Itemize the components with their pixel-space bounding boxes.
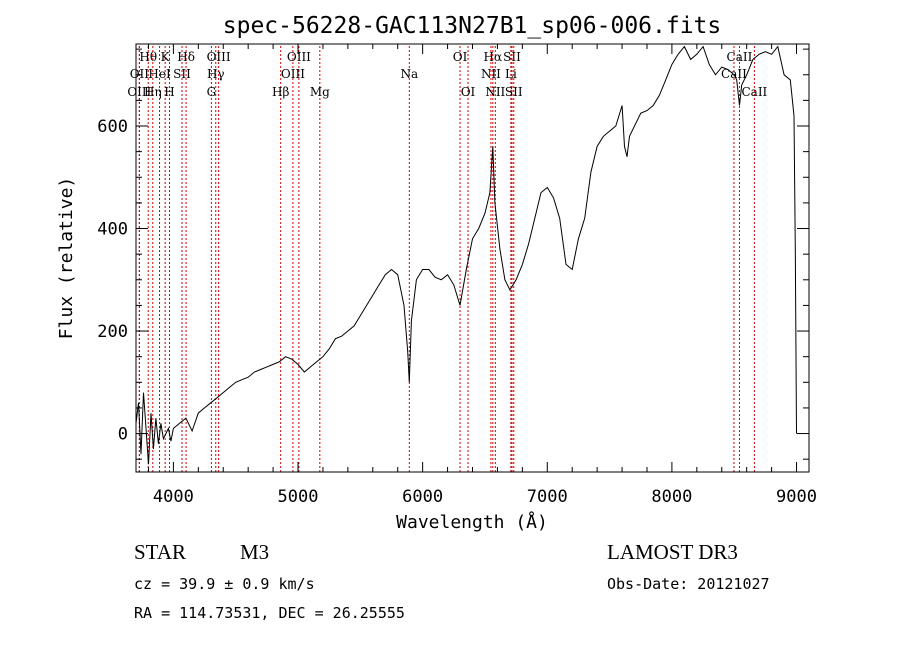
object-subclass: M3 <box>240 540 270 564</box>
spectrum-line <box>135 45 797 465</box>
line-marker-label: CaII <box>727 50 753 64</box>
obs-date: Obs-Date: 20121027 <box>607 575 770 593</box>
line-marker-label: SII <box>503 50 521 64</box>
y-tick-label: 600 <box>97 117 128 137</box>
line-marker-label: OI <box>461 85 476 99</box>
line-marker-label: OIII <box>127 85 151 99</box>
x-tick-label: 5000 <box>278 487 319 507</box>
chart-title: spec-56228-GAC113N27B1_sp06-006.fits <box>223 13 722 39</box>
line-marker-label: Hδ <box>177 50 195 64</box>
line-marker-label: Hθ <box>139 50 157 64</box>
x-tick-label: 4000 <box>153 487 194 507</box>
x-tick-label: 9000 <box>776 487 817 507</box>
line-marker-label: Li <box>505 67 517 81</box>
line-marker-label: Na <box>400 67 418 81</box>
object-class: STAR <box>134 540 186 564</box>
redshift-readout: cz = 39.9 ± 0.9 km/s <box>134 575 315 593</box>
y-axis: 0 200 400 600 <box>97 48 809 460</box>
coordinates: RA = 114.73531, DEC = 26.25555 <box>134 604 405 622</box>
y-tick-label: 200 <box>97 322 128 342</box>
plot-frame <box>135 43 810 473</box>
line-marker-label: OIII <box>207 50 231 64</box>
line-marker-label: OIII <box>287 50 311 64</box>
line-marker-label: Hα <box>484 50 503 64</box>
y-axis-label: Flux (relative) <box>56 177 77 340</box>
line-marker-label: G <box>207 85 217 99</box>
line-marker-label: NII <box>485 85 505 99</box>
line-marker-label: K <box>161 50 171 64</box>
x-tick-label: 8000 <box>651 487 692 507</box>
line-marker-label: CaII <box>721 67 747 81</box>
line-marker-label: SII <box>505 85 523 99</box>
y-tick-label: 400 <box>97 220 128 240</box>
line-marker-label: Hβ <box>272 85 289 99</box>
line-marker-label: OI <box>453 50 468 64</box>
line-marker-label: Hη <box>144 85 162 99</box>
line-marker-label: CaII <box>741 85 767 99</box>
x-tick-label: 7000 <box>527 487 568 507</box>
line-marker-label: SII <box>173 67 191 81</box>
x-axis-label: Wavelength (Å) <box>396 511 548 533</box>
line-marker-label: Mg <box>310 85 330 99</box>
x-tick-label: 6000 <box>402 487 443 507</box>
line-marker-label: OIII <box>281 67 305 81</box>
line-marker-label: NII <box>481 67 501 81</box>
line-marker-label: HeI <box>148 67 171 81</box>
y-tick-label: 0 <box>118 425 128 445</box>
survey-name: LAMOST DR3 <box>607 540 738 564</box>
x-axis: 4000 5000 6000 7000 8000 9000 <box>147 44 817 507</box>
line-marker-label: Hγ <box>207 67 225 81</box>
line-marker-label: H <box>164 85 174 99</box>
